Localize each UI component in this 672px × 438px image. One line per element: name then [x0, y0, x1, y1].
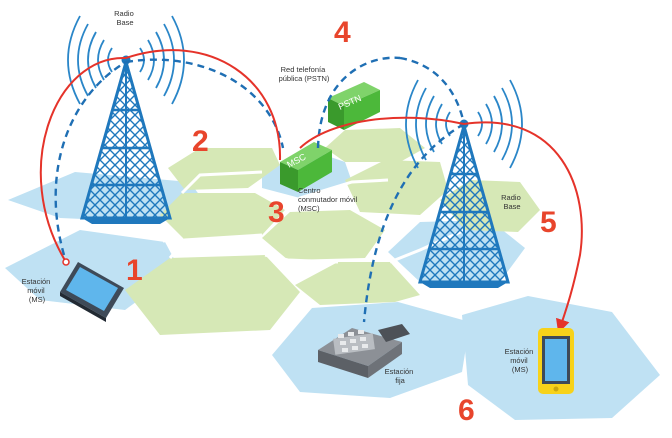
desk-telephone-icon	[318, 324, 410, 378]
step-number-6: 6	[458, 394, 475, 427]
cell-green	[345, 160, 448, 215]
step-number-4: 4	[334, 16, 351, 49]
cell-green	[125, 255, 300, 335]
cell-seams	[148, 170, 466, 316]
mobile-station-right-label: Estación móvil (MS)	[505, 347, 536, 374]
cell-green	[295, 262, 420, 305]
mobile-phone-left-icon	[60, 262, 124, 322]
cell-green	[262, 210, 385, 260]
mobile-phone-right-icon	[538, 328, 574, 394]
radio-tower-left-icon	[80, 55, 172, 224]
radio-base-right-label: Radio Base	[501, 193, 523, 211]
cell-green	[160, 193, 285, 240]
step-number-2: 2	[192, 125, 209, 158]
step-number-1: 1	[126, 254, 143, 287]
link-origin-dot	[62, 258, 70, 266]
msc-caption-label: Centro conmutador móvil (MSC)	[298, 186, 359, 213]
pstn-network-label: Red telefonía pública (PSTN)	[279, 65, 330, 83]
radio-base-left-label: Radio Base	[114, 9, 136, 27]
call-route-links	[39, 49, 583, 334]
pstn-network-icon	[328, 82, 380, 130]
mobile-station-left-label: Estación móvil (MS)	[22, 277, 53, 304]
step-number-5: 5	[540, 206, 557, 239]
step-number-3: 3	[268, 196, 285, 229]
radio-tower-right-icon	[418, 119, 510, 288]
fixed-station-label: Estación fija	[385, 367, 416, 385]
cell-green	[325, 128, 425, 162]
msc-switch-icon	[280, 142, 332, 192]
